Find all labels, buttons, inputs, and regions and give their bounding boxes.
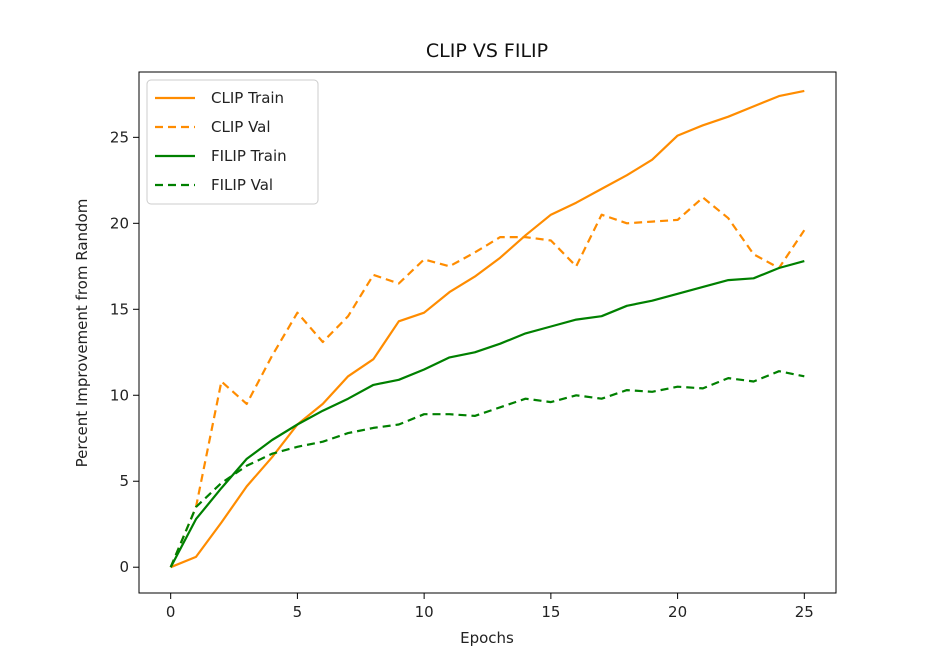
legend-label-clip-train: CLIP Train bbox=[211, 89, 284, 107]
y-tick-label: 10 bbox=[110, 386, 129, 404]
x-tick-label: 15 bbox=[541, 603, 560, 621]
series-line-clip-val bbox=[169, 196, 806, 568]
series-line-filip-val bbox=[169, 370, 805, 568]
y-tick-label: 25 bbox=[110, 128, 129, 146]
chart-title: CLIP VS FILIP bbox=[426, 40, 548, 62]
legend-box bbox=[146, 79, 319, 205]
y-axis-title: Percent Improvement from Random bbox=[73, 199, 91, 468]
y-tick-label: 15 bbox=[110, 300, 129, 318]
x-tick-label: 5 bbox=[293, 603, 303, 621]
legend: CLIP Train CLIP Val FILIP Train FILIP Val bbox=[146, 79, 319, 205]
x-tick-label: 10 bbox=[415, 603, 434, 621]
plot-lines bbox=[169, 89, 806, 569]
y-tick-label: 5 bbox=[119, 472, 129, 490]
plot-frame bbox=[138, 71, 837, 594]
y-axis: 0 5 10 15 20 25 bbox=[110, 128, 139, 576]
x-tick-label: 25 bbox=[795, 603, 814, 621]
y-tick-label: 0 bbox=[119, 558, 129, 576]
x-axis-title: Epochs bbox=[460, 629, 514, 647]
legend-label-filip-train: FILIP Train bbox=[211, 147, 287, 165]
legend-label-clip-val: CLIP Val bbox=[211, 118, 271, 136]
x-tick-label: 0 bbox=[166, 603, 176, 621]
legend-label-filip-val: FILIP Val bbox=[211, 176, 273, 194]
x-tick-label: 20 bbox=[668, 603, 687, 621]
series-line-filip-train bbox=[169, 260, 805, 568]
y-tick-label: 20 bbox=[110, 214, 129, 232]
x-axis: 0 5 10 15 20 25 bbox=[166, 593, 814, 621]
